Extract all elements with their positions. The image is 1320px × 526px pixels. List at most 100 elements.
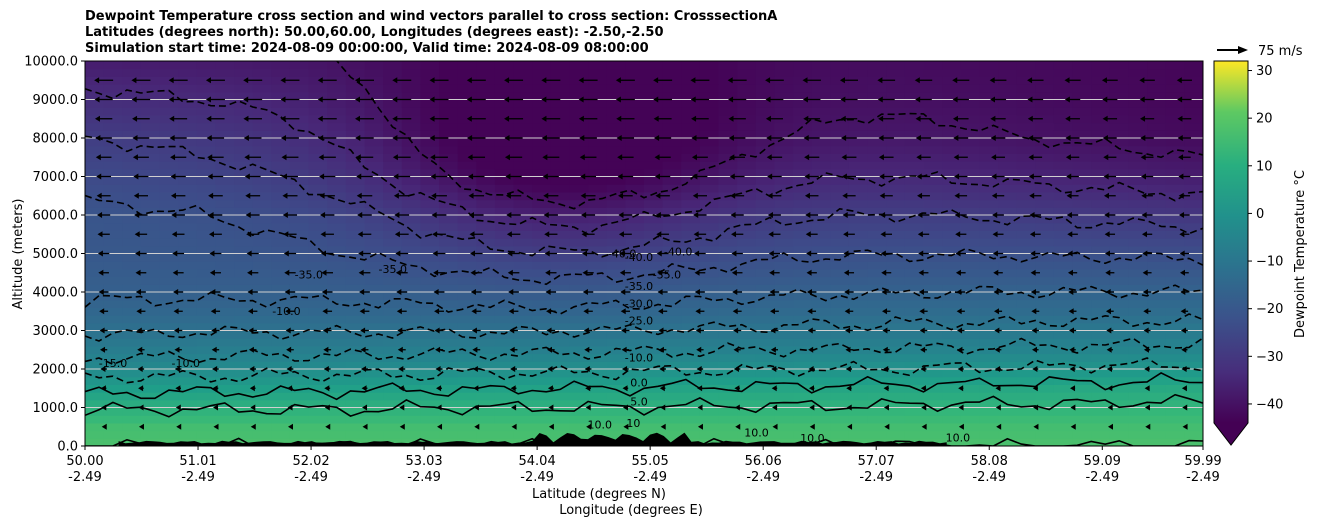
wind-vector-head [284, 269, 290, 276]
field-cell [1072, 145, 1092, 154]
field-cell [345, 361, 366, 370]
field-cell [1147, 438, 1167, 446]
field-cell [364, 215, 384, 224]
field-cell [159, 268, 179, 278]
field-cell [1035, 361, 1055, 370]
field-cell [848, 292, 869, 301]
field-cell [662, 215, 682, 224]
field-cell [103, 122, 123, 131]
field-cell [1053, 145, 1074, 154]
field-cell [85, 145, 105, 154]
field-cell [532, 61, 552, 70]
field-cell [718, 91, 738, 101]
field-cell [476, 276, 496, 285]
field-cell [1072, 84, 1092, 93]
field-cell [550, 99, 571, 108]
wind-vector-head [767, 212, 773, 218]
field-cell [513, 145, 533, 154]
field-cell [494, 138, 515, 147]
field-cell [196, 184, 217, 193]
field-cell [159, 399, 179, 409]
field-cell [140, 353, 161, 362]
field-cell [904, 345, 925, 355]
field-cell [550, 330, 571, 339]
wind-vector-head [468, 192, 474, 199]
field-cell [439, 407, 459, 416]
field-cell [1053, 61, 1074, 70]
field-cell [178, 153, 198, 162]
wind-vector-head [1107, 385, 1113, 392]
field-cell [625, 407, 645, 416]
field-cell [457, 422, 477, 432]
field-cell [457, 238, 477, 247]
field-cell [439, 245, 459, 255]
wind-vector-head [94, 96, 100, 103]
field-cell [830, 168, 850, 178]
field-cell [476, 322, 496, 332]
field-cell [401, 91, 421, 101]
wind-vector-head [690, 77, 696, 84]
field-cell [1165, 261, 1185, 270]
field-cell [737, 215, 757, 224]
field-cell [811, 76, 831, 85]
field-cell [401, 276, 421, 285]
field-cell [848, 153, 869, 162]
field-cell [867, 168, 887, 178]
field-cell [1091, 61, 1111, 70]
wind-vector-head [212, 385, 218, 392]
field-cell [383, 245, 403, 255]
chart-title: Dewpoint Temperature cross section and w… [85, 9, 777, 57]
field-cell [811, 199, 831, 208]
field-cell [1184, 361, 1203, 370]
field-cell [755, 130, 776, 139]
field-cell [1147, 307, 1167, 316]
field-cell [476, 91, 496, 101]
field-cell [457, 91, 477, 101]
field-cell [942, 369, 962, 378]
field-cell [886, 253, 906, 262]
wind-vector-head [990, 96, 996, 103]
wind-vector-head [543, 212, 549, 218]
field-cell [532, 191, 552, 201]
field-cell [1184, 107, 1203, 116]
field-cell [625, 84, 645, 93]
field-cell [196, 353, 217, 362]
field-cell [625, 68, 645, 77]
wind-vector-head [580, 173, 586, 180]
wind-vector-head [993, 269, 999, 276]
field-cell [942, 322, 962, 332]
field-cell [1091, 122, 1111, 131]
wind-vector-head [654, 173, 660, 180]
field-cell [998, 384, 1018, 393]
field-cell [942, 130, 962, 139]
field-cell [644, 230, 664, 239]
field-cell [904, 91, 925, 101]
wind-vector-head [471, 308, 477, 315]
wind-vector-head [213, 404, 219, 411]
field-cell [923, 292, 943, 301]
field-cell [625, 345, 645, 355]
field-cell [215, 114, 235, 124]
wind-vector-head [615, 96, 621, 103]
wind-vector-head [727, 77, 733, 84]
field-cell [774, 430, 794, 439]
field-cell [625, 284, 645, 293]
field-cell [923, 392, 943, 401]
field-cell [793, 107, 813, 116]
wind-vector-head [618, 212, 624, 218]
field-cell [979, 284, 999, 293]
field-cell [1184, 345, 1203, 355]
wind-vector-head [544, 250, 550, 257]
field-cell [1109, 138, 1130, 147]
field-cell [550, 238, 571, 247]
wind-vector-head [730, 192, 736, 199]
field-cell [345, 138, 366, 147]
wind-vector-head [396, 308, 402, 315]
field-cell [383, 307, 403, 316]
field-cell [569, 114, 589, 124]
field-cell [1091, 353, 1111, 362]
field-cell [383, 161, 403, 170]
field-cell [103, 338, 123, 347]
field-cell [793, 307, 813, 316]
field-cell [327, 145, 347, 154]
